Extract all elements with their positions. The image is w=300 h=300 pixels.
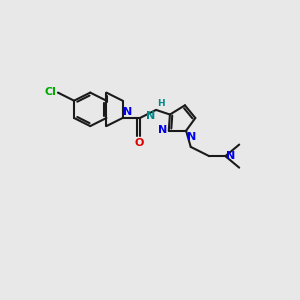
Text: N: N	[158, 125, 167, 135]
Text: N: N	[123, 107, 133, 117]
Text: Cl: Cl	[44, 87, 56, 97]
Text: H: H	[157, 99, 164, 108]
Text: O: O	[134, 138, 143, 148]
Text: N: N	[226, 151, 235, 161]
Text: N: N	[146, 111, 155, 121]
Text: N: N	[187, 132, 196, 142]
